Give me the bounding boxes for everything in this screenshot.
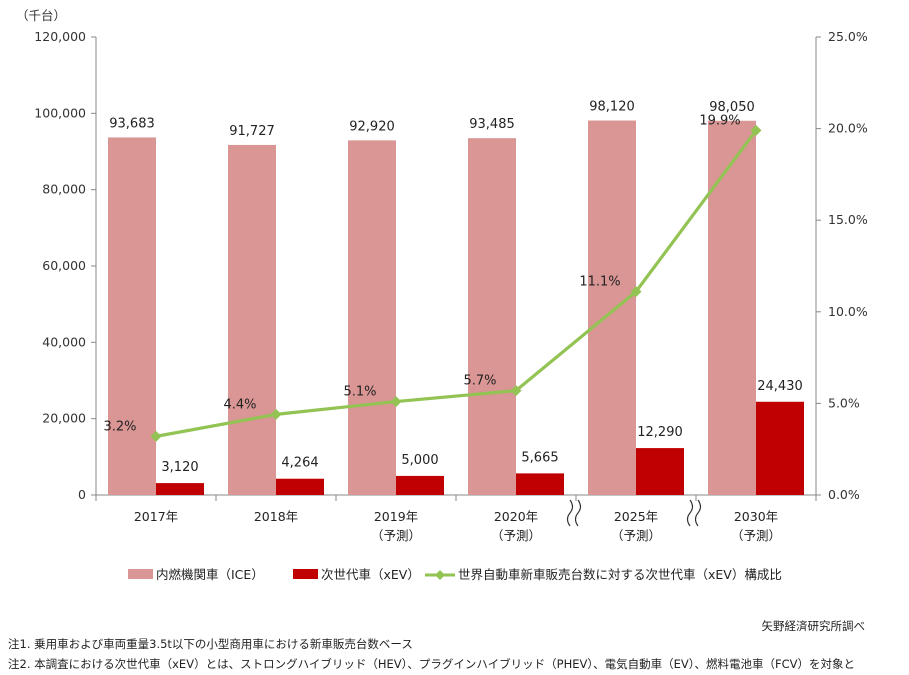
bar-ice-value-label: 93,683 — [109, 116, 155, 131]
x-tick-sublabel: （予測） — [371, 528, 421, 543]
bar-xev-value-label: 3,120 — [161, 460, 198, 475]
x-tick-label: 2017年 — [134, 509, 178, 524]
x-tick-label: 2019年 — [374, 509, 418, 524]
x-tick-sublabel: （予測） — [611, 528, 661, 543]
footnote-1: 注1. 乗用車および車両重量3.5t以下の小型商用車における新車販売台数ベース — [8, 637, 413, 651]
legend-label-ratio: 世界自動車新車販売台数に対する次世代車（xEV）構成比 — [458, 567, 782, 582]
bar-xev — [756, 401, 804, 495]
x-tick-label: 2018年 — [254, 509, 298, 524]
x-tick-label: 2020年 — [494, 509, 538, 524]
x-tick-label: 2025年 — [614, 509, 658, 524]
ratio-point — [750, 124, 762, 136]
y-left-tick-label: 60,000 — [42, 258, 86, 273]
y-right-tick-label: 25.0% — [828, 29, 868, 44]
bar-ice-value-label: 98,050 — [709, 100, 755, 115]
legend-swatch-xev — [293, 569, 318, 579]
axis-break-mark — [686, 499, 702, 527]
x-tick-sublabel: （予測） — [491, 528, 541, 543]
bar-ice-value-label: 91,727 — [229, 124, 275, 139]
ratio-value-label: 19.9% — [699, 113, 740, 128]
ratio-value-label: 5.1% — [343, 385, 376, 400]
ratio-point — [390, 396, 402, 408]
y-left-tick-label: 100,000 — [34, 105, 86, 120]
ratio-point — [510, 385, 522, 397]
axis-break-stroke — [686, 499, 694, 527]
bar-xev — [156, 483, 204, 495]
bar-ice-value-label: 93,485 — [469, 117, 515, 132]
ratio-value-label: 4.4% — [223, 397, 256, 412]
bar-xev — [636, 448, 684, 495]
y-right-tick-label: 5.0% — [828, 395, 860, 410]
bar-ice — [468, 138, 516, 495]
y-right-tick-label: 0.0% — [828, 487, 860, 502]
bar-ice — [108, 137, 156, 495]
ratio-value-label: 5.7% — [463, 374, 496, 389]
bar-xev-value-label: 5,665 — [521, 450, 558, 465]
ratio-point — [150, 430, 162, 442]
y-left-tick-label: 0 — [78, 487, 86, 502]
legend-label-ice: 内燃機関車（ICE） — [156, 567, 264, 582]
bar-xev-value-label: 24,430 — [757, 379, 803, 394]
bar-xev-value-label: 4,264 — [281, 456, 318, 471]
y-right-tick-label: 10.0% — [828, 304, 868, 319]
y-left-tick-label: 120,000 — [34, 29, 86, 44]
legend-swatch-ice — [128, 569, 153, 579]
y-left-tick-label: 20,000 — [42, 411, 86, 426]
y-left-unit-label: （千台） — [16, 8, 66, 23]
bar-ice-value-label: 92,920 — [349, 119, 395, 134]
ratio-value-label: 11.1% — [579, 275, 620, 290]
y-left-tick-label: 80,000 — [42, 182, 86, 197]
ratio-line — [155, 129, 758, 438]
y-right-tick-label: 20.0% — [828, 121, 868, 136]
axis-break-stroke — [566, 499, 574, 527]
bar-ice — [348, 140, 396, 495]
axis-break-stroke — [694, 499, 702, 527]
source-credit: 矢野経済研究所調べ — [761, 619, 866, 633]
axis-break-mark — [566, 499, 582, 527]
ratio-point — [630, 286, 642, 298]
ratio-value-label: 3.2% — [103, 419, 136, 434]
axis-break-stroke — [574, 499, 582, 527]
footnote-2: 注2. 本調査における次世代車（xEV）とは、ストロングハイブリッド（HEV）、… — [8, 657, 855, 671]
bar-xev — [276, 478, 324, 495]
bar-ice-value-label: 98,120 — [589, 100, 635, 115]
y-left-tick-label: 40,000 — [42, 334, 86, 349]
bar-ice — [588, 120, 636, 495]
bar-ice — [708, 120, 756, 496]
legend-swatch-ratio-marker — [435, 570, 445, 580]
x-tick-sublabel: （予測） — [731, 528, 781, 543]
legend-label-xev: 次世代車（xEV） — [321, 567, 420, 582]
bar-xev-value-label: 5,000 — [401, 453, 438, 468]
bar-xev-value-label: 12,290 — [637, 425, 683, 440]
y-right-tick-label: 15.0% — [828, 212, 868, 227]
x-tick-label: 2030年 — [734, 509, 778, 524]
bar-xev — [516, 473, 564, 495]
bar-ice — [228, 144, 276, 495]
bar-xev — [396, 475, 444, 495]
ratio-point — [270, 408, 282, 420]
